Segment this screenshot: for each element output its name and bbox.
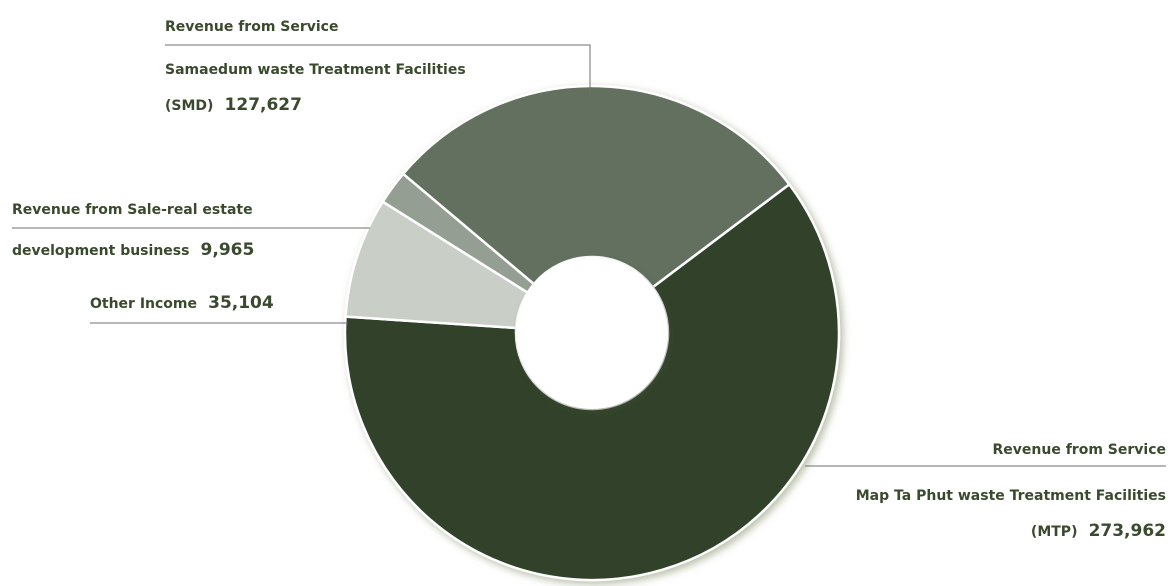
slice-mtp <box>343 182 841 582</box>
label-other-prefix: Other Income <box>90 296 197 312</box>
label-mtp-value: 273,962 <box>1089 521 1166 541</box>
label-mtp-line2: Map Ta Phut waste Treatment Facilities <box>856 488 1166 504</box>
label-realestate-value: 9,965 <box>201 240 255 260</box>
label-realestate-line2: development business 9,965 <box>12 240 254 260</box>
label-mtp-line3: (MTP) 273,962 <box>1031 521 1166 541</box>
label-smd-line3: (SMD) 127,627 <box>165 95 302 115</box>
label-realestate-line1: Revenue from Sale-real estate <box>12 202 253 218</box>
label-realestate-prefix: development business <box>12 243 189 259</box>
label-smd-prefix: (SMD) <box>165 98 213 114</box>
label-other: Other Income 35,104 <box>90 293 274 313</box>
donut-slices <box>343 84 841 582</box>
label-mtp-prefix: (MTP) <box>1031 524 1078 540</box>
label-smd-line2: Samaedum waste Treatment Facilities <box>165 62 466 78</box>
label-mtp-line1: Revenue from Service <box>993 442 1166 458</box>
label-smd-line1: Revenue from Service <box>165 19 338 35</box>
label-other-value: 35,104 <box>208 293 274 313</box>
leader-line-smd <box>165 44 591 92</box>
label-smd-value: 127,627 <box>225 95 302 115</box>
donut-hole <box>516 257 668 409</box>
